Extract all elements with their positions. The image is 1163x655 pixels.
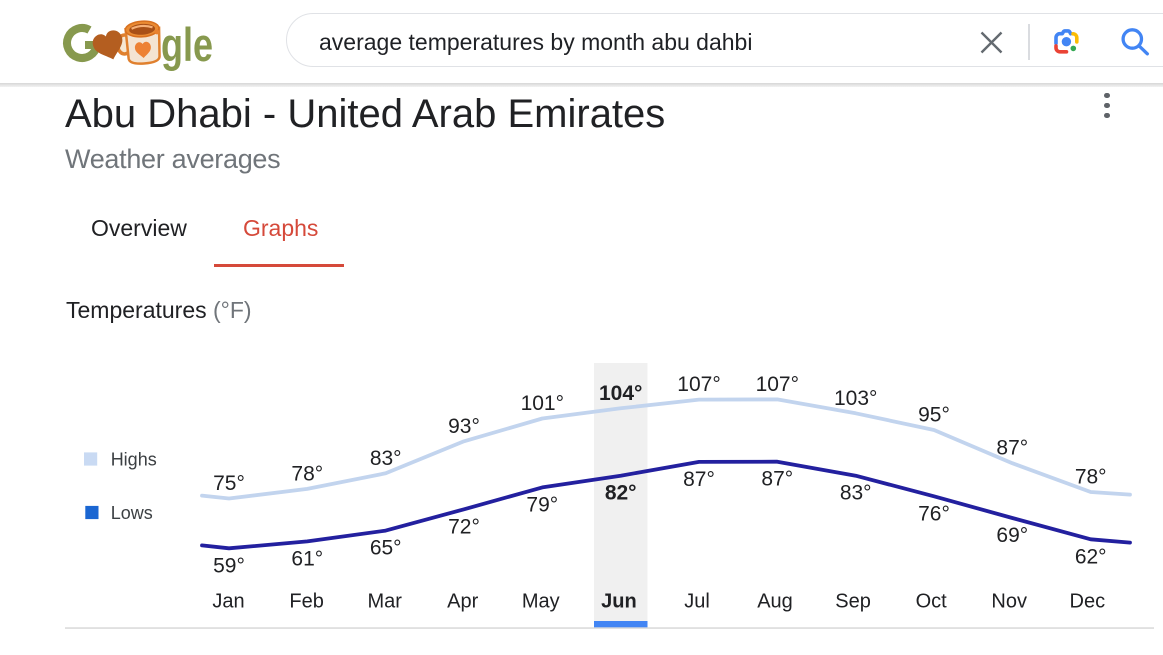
svg-text:Aug: Aug: [757, 591, 793, 613]
svg-text:75°: 75°: [213, 472, 245, 495]
svg-text:Jul: Jul: [684, 591, 710, 613]
svg-text:Highs: Highs: [111, 449, 157, 469]
svg-text:Apr: Apr: [447, 591, 478, 613]
svg-text:Lows: Lows: [111, 503, 153, 523]
svg-text:Jun: Jun: [601, 591, 637, 613]
svg-text:83°: 83°: [370, 447, 402, 470]
svg-text:79°: 79°: [526, 493, 558, 516]
svg-text:78°: 78°: [291, 462, 323, 485]
svg-text:62°: 62°: [1075, 545, 1107, 568]
svg-text:83°: 83°: [840, 482, 872, 505]
svg-text:gle: gle: [161, 18, 213, 71]
svg-text:Jan: Jan: [212, 591, 244, 613]
svg-text:101°: 101°: [521, 392, 564, 415]
svg-text:104°: 104°: [599, 382, 642, 405]
svg-text:May: May: [522, 591, 560, 613]
svg-text:107°: 107°: [756, 373, 799, 396]
svg-text:Dec: Dec: [1070, 591, 1106, 613]
svg-text:78°: 78°: [1075, 466, 1107, 489]
svg-text:87°: 87°: [683, 468, 715, 491]
svg-text:Mar: Mar: [367, 591, 402, 613]
svg-text:87°: 87°: [996, 437, 1028, 460]
svg-text:107°: 107°: [677, 373, 720, 396]
svg-text:Feb: Feb: [289, 591, 323, 613]
svg-text:Oct: Oct: [916, 591, 948, 613]
svg-text:Sep: Sep: [835, 591, 871, 613]
svg-text:65°: 65°: [370, 537, 402, 560]
svg-text:103°: 103°: [834, 387, 877, 410]
svg-text:Nov: Nov: [991, 591, 1027, 613]
svg-text:69°: 69°: [996, 524, 1028, 547]
svg-text:76°: 76°: [918, 502, 950, 525]
svg-text:93°: 93°: [448, 415, 480, 438]
svg-text:61°: 61°: [291, 547, 323, 570]
svg-text:95°: 95°: [918, 404, 950, 427]
svg-text:87°: 87°: [761, 468, 793, 491]
svg-text:72°: 72°: [448, 515, 480, 538]
svg-text:59°: 59°: [213, 554, 245, 577]
svg-text:82°: 82°: [605, 482, 637, 505]
